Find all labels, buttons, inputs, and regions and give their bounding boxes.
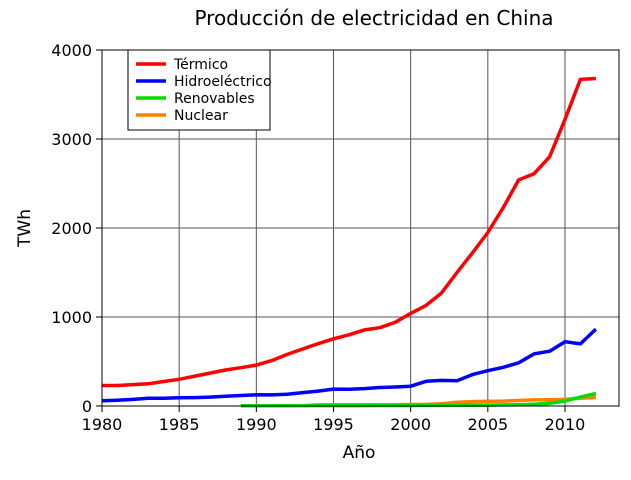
x-tick-label-1995: 1995 [313,415,354,434]
legend-label-4: Nuclear [174,108,228,124]
axes: 1980 1985 1990 1995 2000 2005 2010 0 1000 2000 300… [51,41,585,434]
series-line-1 [102,76,597,388]
y-tick-label-2000: 2000 [51,219,92,238]
y-tick-label-1000: 1000 [51,308,92,327]
y-axis-label: TWh [15,209,35,248]
legend-label-2: Hidroeléctrico [174,74,272,90]
x-tick-label-2000: 2000 [390,415,431,434]
x-tick-label-1990: 1990 [236,415,277,434]
legend-label-1: Térmico [173,57,228,73]
chart-title: Producción de electricidad en China [194,6,553,30]
y-tick-label-3000: 3000 [51,130,92,149]
legend-label-3: Renovables [174,91,255,107]
x-tick-label-1985: 1985 [159,415,200,434]
x-axis-label: Año [343,443,376,463]
x-tick-label-2005: 2005 [467,415,508,434]
x-tick-label-2010: 2010 [545,415,586,434]
x-tick-label-1980: 1980 [82,415,123,434]
y-tick-label-4000: 4000 [51,41,92,60]
y-tick-label-0: 0 [82,397,92,416]
series-line-2 [101,327,598,403]
